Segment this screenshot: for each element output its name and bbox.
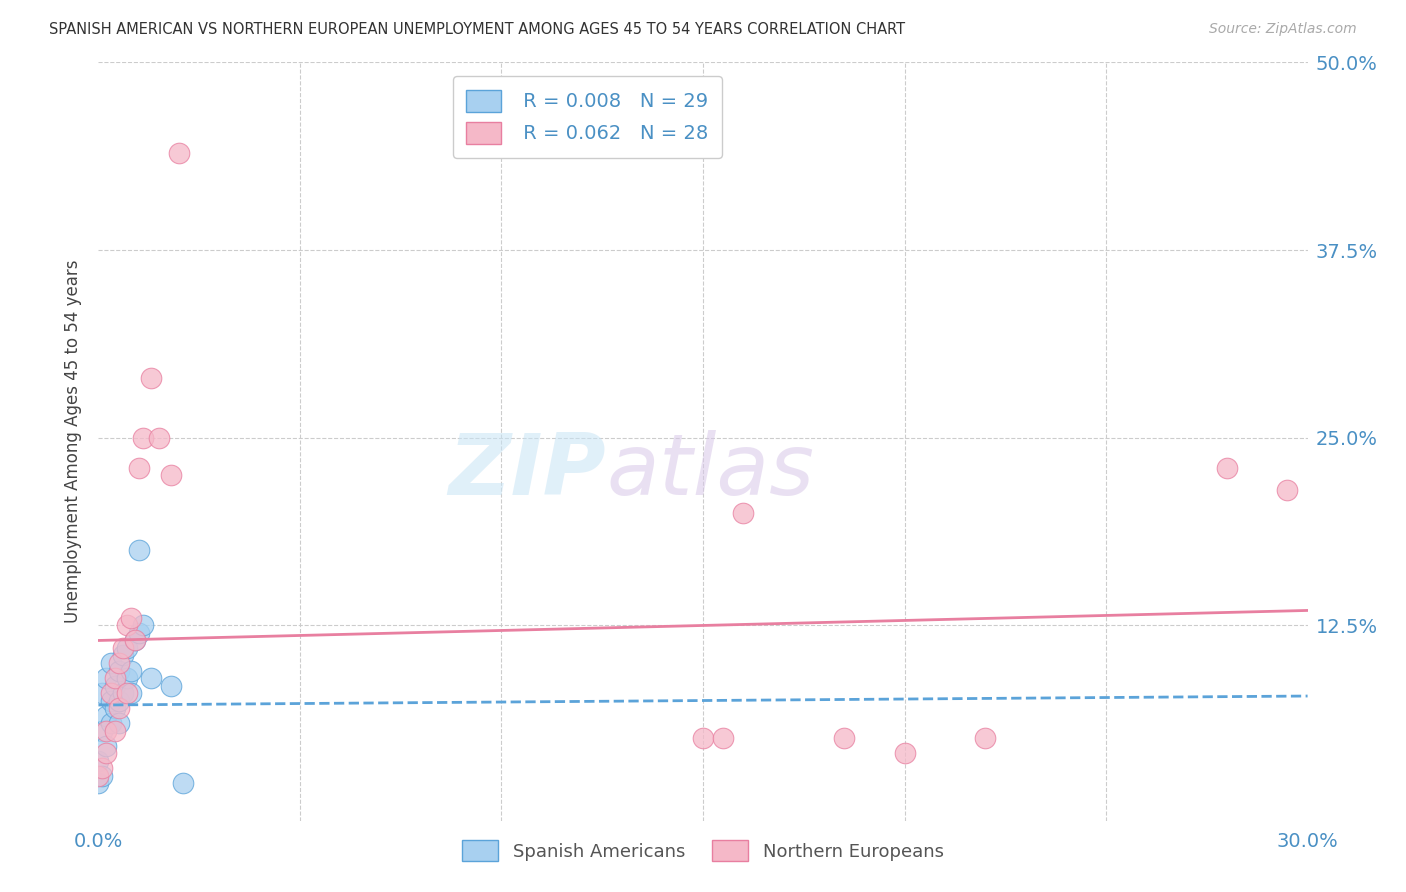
Point: [132, 431, 155, 445]
Point: [832, 731, 855, 745]
Point: [100, 716, 122, 731]
Point: [100, 686, 122, 700]
Point: [172, 776, 194, 790]
Text: ZIP: ZIP: [449, 430, 606, 514]
Point: [733, 506, 755, 520]
Point: [1216, 460, 1239, 475]
Point: [100, 656, 122, 670]
Point: [160, 679, 183, 693]
Point: [91, 761, 114, 775]
Point: [87, 769, 110, 783]
Y-axis label: Unemployment Among Ages 45 to 54 years: Unemployment Among Ages 45 to 54 years: [63, 260, 82, 624]
Point: [96, 671, 118, 685]
Point: [111, 648, 134, 663]
Point: [100, 693, 122, 707]
Point: [96, 746, 118, 760]
Point: [139, 370, 162, 384]
Point: [115, 671, 138, 685]
Point: [132, 618, 155, 632]
Point: [107, 656, 129, 670]
Point: [124, 633, 146, 648]
Text: atlas: atlas: [606, 430, 814, 514]
Point: [148, 431, 170, 445]
Point: [107, 664, 129, 678]
Point: [96, 723, 118, 738]
Point: [91, 686, 114, 700]
Point: [893, 746, 915, 760]
Point: [120, 686, 142, 700]
Point: [103, 701, 125, 715]
Point: [128, 626, 150, 640]
Text: Source: ZipAtlas.com: Source: ZipAtlas.com: [1209, 22, 1357, 37]
Point: [96, 708, 118, 723]
Point: [111, 640, 134, 655]
Point: [124, 633, 146, 648]
Point: [160, 468, 183, 483]
Point: [103, 679, 125, 693]
Point: [128, 460, 150, 475]
Point: [107, 716, 129, 731]
Point: [91, 723, 114, 738]
Point: [115, 618, 138, 632]
Point: [167, 145, 190, 160]
Point: [87, 776, 110, 790]
Point: [111, 686, 134, 700]
Point: [96, 739, 118, 753]
Point: [974, 731, 997, 745]
Point: [1277, 483, 1299, 498]
Point: [107, 693, 129, 707]
Point: [115, 686, 138, 700]
Point: [120, 611, 142, 625]
Point: [107, 701, 129, 715]
Point: [87, 754, 110, 768]
Point: [711, 731, 734, 745]
Text: SPANISH AMERICAN VS NORTHERN EUROPEAN UNEMPLOYMENT AMONG AGES 45 TO 54 YEARS COR: SPANISH AMERICAN VS NORTHERN EUROPEAN UN…: [49, 22, 905, 37]
Legend: Spanish Americans, Northern Europeans: Spanish Americans, Northern Europeans: [456, 833, 950, 869]
Point: [139, 671, 162, 685]
Point: [120, 664, 142, 678]
Point: [103, 723, 125, 738]
Point: [128, 543, 150, 558]
Point: [103, 671, 125, 685]
Point: [115, 640, 138, 655]
Point: [692, 731, 714, 745]
Point: [91, 769, 114, 783]
